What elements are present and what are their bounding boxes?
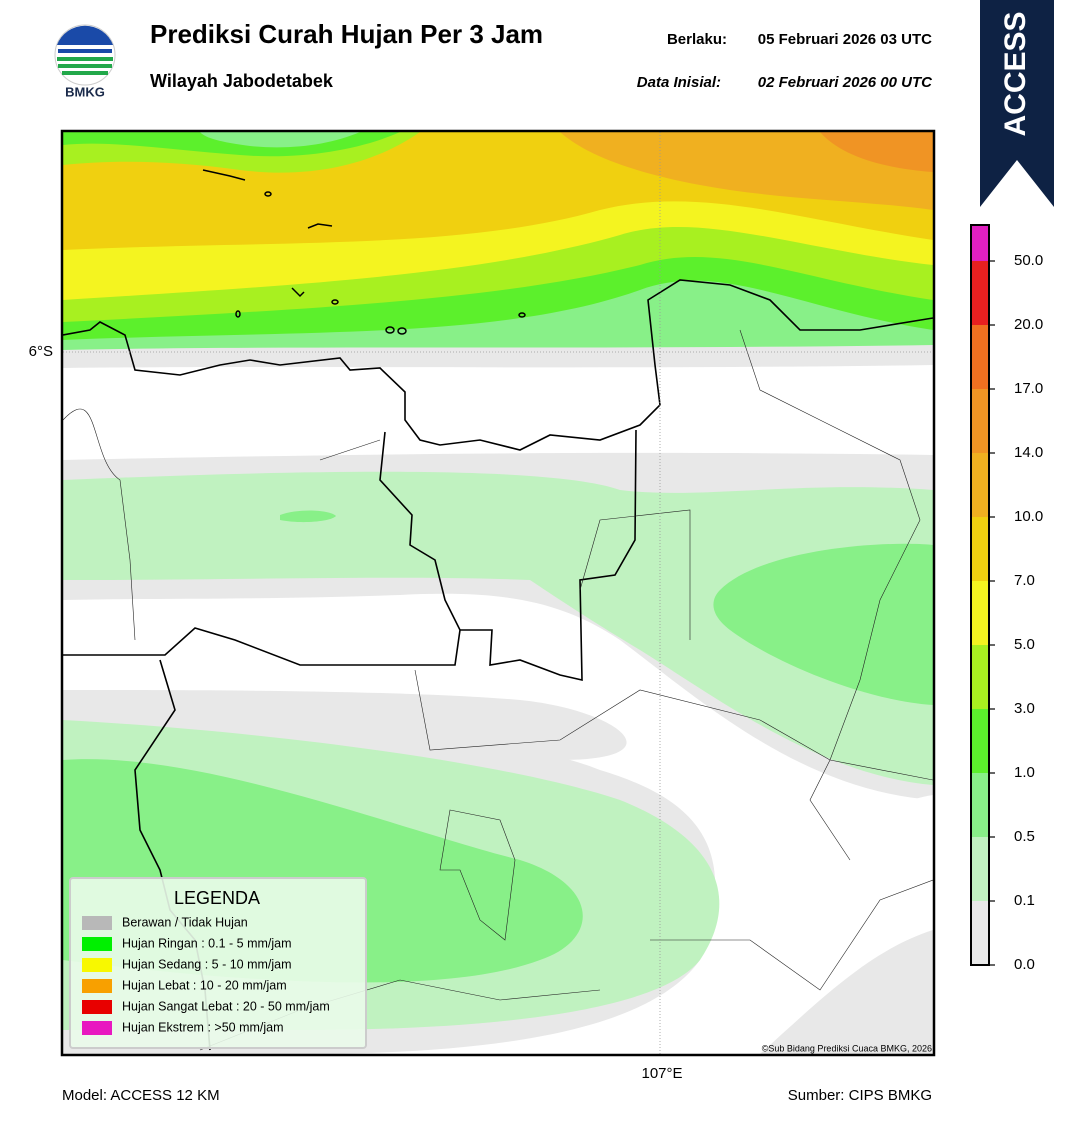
colorbar-tick-label: 50.0 [1014,252,1043,269]
legend: LEGENDA Berawan / Tidak Hujan Hujan Ringa… [69,877,367,1049]
init-label: Data Inisial: [637,74,721,91]
legend-swatch [82,979,112,993]
colorbar-segment [971,453,989,517]
colorbar-segment [971,225,989,261]
colorbar-tick-label: 0.5 [1014,828,1035,845]
legend-label: Hujan Ekstrem : >50 mm/jam [122,1020,284,1034]
map-frame [60,129,936,1057]
subtitle: Wilayah Jabodetabek [150,71,334,91]
title: Prediksi Curah Hujan Per 3 Jam [150,19,543,49]
legend-label: Hujan Ringan : 0.1 - 5 mm/jam [122,936,292,950]
legend-swatch [82,916,112,930]
colorbar-tick-label: 0.1 [1014,892,1035,909]
credit: ©Sub Bidang Prediksi Cuaca BMKG, 2026 [762,1043,932,1053]
colorbar-segment [971,581,989,645]
colorbar-tick-label: 20.0 [1014,316,1043,333]
colorbar-tick-label: 14.0 [1014,444,1043,461]
footer-source: Sumber: CIPS BMKG [788,1087,932,1104]
footer-model: Model: ACCESS 12 KM [62,1087,220,1104]
colorbar-tick-label: 5.0 [1014,636,1035,653]
colorbar-tick-label: 7.0 [1014,572,1035,589]
valid-label: Berlaku: [667,31,727,48]
colorbar-frame [970,224,990,966]
colorbar-segment [971,773,989,837]
badge-text: ACCESS [999,11,1032,136]
colorbar-segment [971,709,989,773]
colorbar-tick-label: 0.0 [1014,956,1035,973]
colorbar-tick-label: 3.0 [1014,700,1035,717]
colorbar-tick-label: 10.0 [1014,508,1043,525]
colorbar-segment [971,517,989,581]
colorbar-tick-label: 17.0 [1014,380,1043,397]
colorbar-segment [971,261,989,325]
lat-label: 6°S [29,343,53,360]
logo: BMKG [54,24,116,99]
legend-label: Hujan Sangat Lebat : 20 - 50 mm/jam [122,999,330,1013]
legend-title: LEGENDA [174,888,260,908]
legend-swatch [82,1021,112,1035]
legend-swatch [82,1000,112,1014]
logo-text: BMKG [65,84,105,99]
legend-swatch [82,937,112,951]
init-value: 02 Februari 2026 00 UTC [758,74,933,91]
colorbar-segment [971,837,989,901]
legend-label: Hujan Sedang : 5 - 10 mm/jam [122,957,292,971]
colorbar-segment [971,325,989,389]
badge [980,0,1054,207]
colorbar-tick-label: 1.0 [1014,764,1035,781]
legend-label: Hujan Lebat : 10 - 20 mm/jam [122,978,287,992]
colorbar-segment [971,389,989,453]
valid-value: 05 Februari 2026 03 UTC [758,31,932,48]
colorbar: 0.0 0.1 0.5 1.0 3.0 5.0 7.0 10.0 14.0 17.0 20.0 50.… [970,224,1043,973]
legend-swatch [82,958,112,972]
legend-label: Berawan / Tidak Hujan [122,915,248,929]
colorbar-segment [971,901,989,965]
lon-label: 107°E [641,1065,682,1082]
colorbar-segment [971,645,989,709]
